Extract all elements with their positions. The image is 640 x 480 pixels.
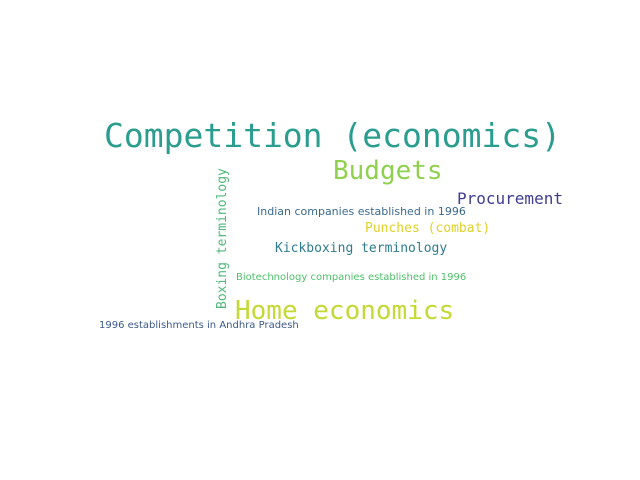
word-1996-andhra-pradesh: 1996 establishments in Andhra Pradesh bbox=[99, 320, 299, 331]
word-procurement: Procurement bbox=[457, 189, 563, 208]
word-indian-companies-1996: Indian companies established in 1996 bbox=[257, 205, 466, 218]
word-home-economics: Home economics bbox=[235, 296, 455, 326]
word-competition-economics: Competition (economics) bbox=[104, 116, 561, 155]
word-budgets: Budgets bbox=[333, 156, 443, 186]
word-kickboxing-terminology: Kickboxing terminology bbox=[275, 241, 448, 256]
word-punches-combat: Punches (combat) bbox=[365, 221, 491, 236]
word-boxing-terminology: Boxing terminology bbox=[215, 168, 230, 309]
word-biotechnology-companies-1996: Biotechnology companies established in 1… bbox=[236, 272, 467, 283]
